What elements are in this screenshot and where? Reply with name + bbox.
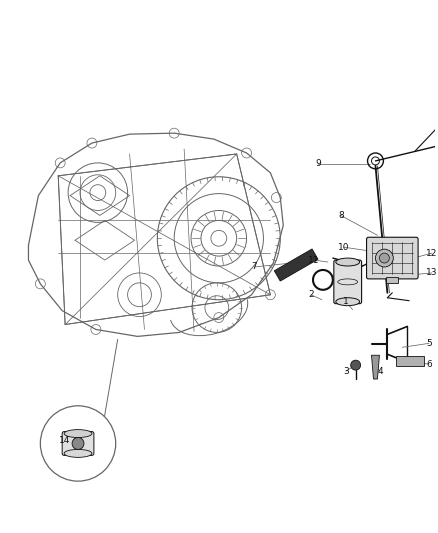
Text: 8: 8 bbox=[338, 211, 344, 220]
Circle shape bbox=[72, 438, 84, 449]
Text: 13: 13 bbox=[426, 269, 438, 278]
Text: 12: 12 bbox=[426, 248, 438, 257]
Text: 4: 4 bbox=[378, 367, 383, 376]
FancyBboxPatch shape bbox=[334, 260, 362, 304]
Text: 5: 5 bbox=[426, 339, 432, 348]
Text: 6: 6 bbox=[426, 360, 432, 369]
FancyBboxPatch shape bbox=[62, 432, 94, 455]
Circle shape bbox=[351, 360, 360, 370]
Text: 7: 7 bbox=[252, 262, 258, 271]
Text: 2: 2 bbox=[308, 290, 314, 299]
Text: 10: 10 bbox=[338, 243, 350, 252]
Ellipse shape bbox=[336, 298, 360, 305]
Text: 9: 9 bbox=[315, 159, 321, 168]
Circle shape bbox=[379, 253, 389, 263]
Polygon shape bbox=[371, 355, 379, 379]
Text: 11: 11 bbox=[308, 255, 320, 264]
FancyBboxPatch shape bbox=[367, 237, 418, 279]
Text: 14: 14 bbox=[58, 436, 70, 445]
Bar bbox=[386, 277, 398, 283]
Ellipse shape bbox=[336, 258, 360, 266]
Text: 1: 1 bbox=[343, 297, 349, 306]
Polygon shape bbox=[274, 249, 318, 281]
Polygon shape bbox=[396, 356, 424, 366]
Circle shape bbox=[40, 406, 116, 481]
Ellipse shape bbox=[64, 430, 92, 438]
Text: 3: 3 bbox=[343, 367, 349, 376]
Circle shape bbox=[375, 249, 393, 267]
Ellipse shape bbox=[64, 449, 92, 457]
